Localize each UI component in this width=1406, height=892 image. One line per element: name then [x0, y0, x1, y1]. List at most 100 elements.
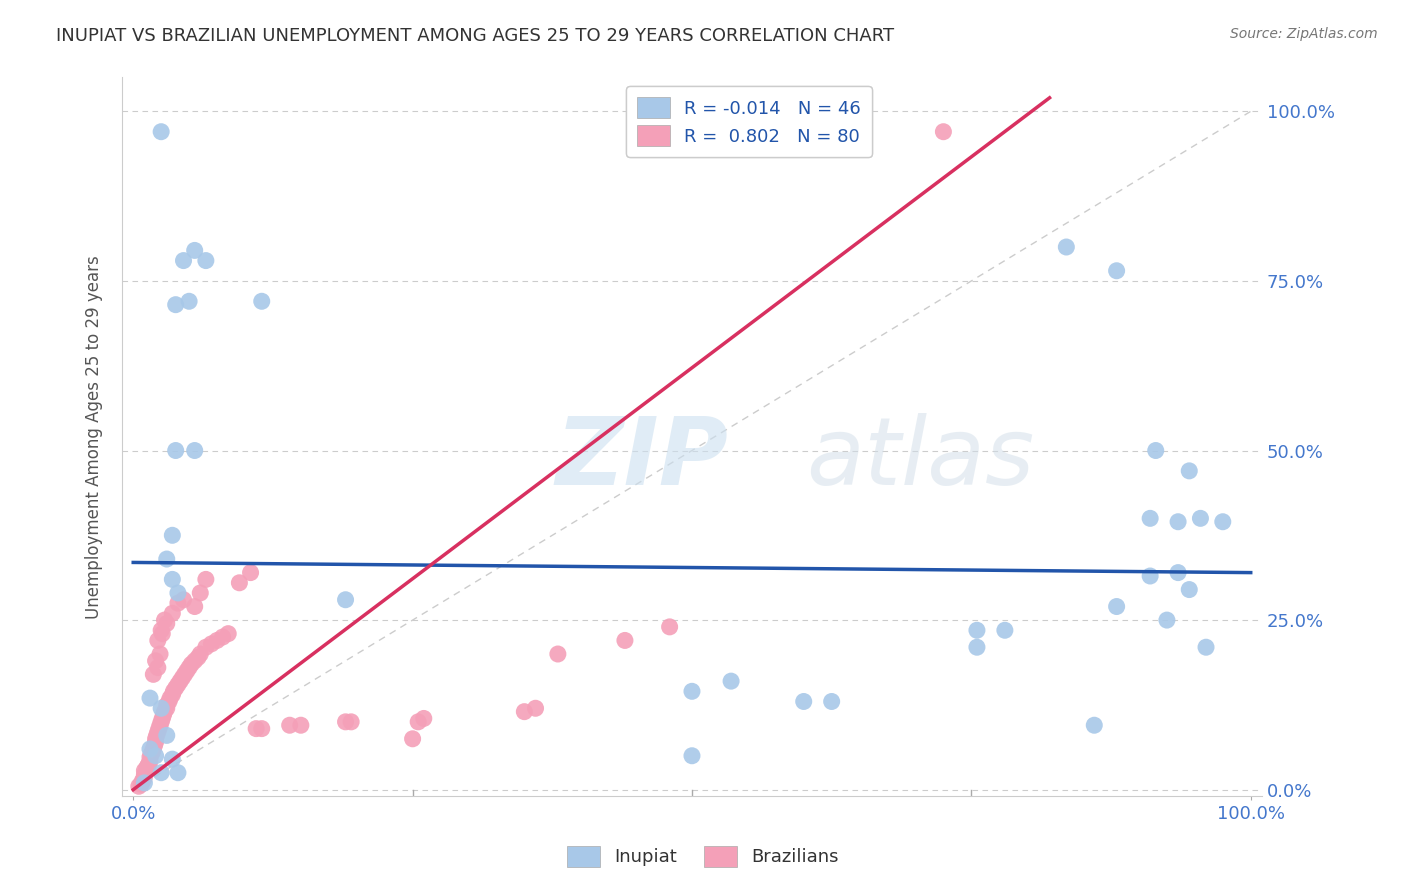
Point	[145, 728, 167, 742]
Point	[146, 633, 169, 648]
Point	[211, 630, 233, 644]
Point	[1105, 264, 1128, 278]
Point	[152, 708, 174, 723]
Point	[139, 747, 162, 762]
Point	[1167, 566, 1189, 580]
Point	[150, 701, 173, 715]
Point	[146, 660, 169, 674]
Point	[513, 705, 536, 719]
Point	[150, 711, 173, 725]
Point	[156, 616, 179, 631]
Point	[167, 765, 190, 780]
Point	[994, 624, 1017, 638]
Point	[162, 528, 184, 542]
Point	[278, 718, 301, 732]
Point	[180, 657, 202, 672]
Point	[335, 714, 357, 729]
Point	[167, 596, 190, 610]
Point	[173, 667, 195, 681]
Point	[162, 688, 184, 702]
Point	[156, 552, 179, 566]
Point	[136, 759, 159, 773]
Point	[156, 698, 179, 712]
Point	[793, 694, 815, 708]
Point	[188, 647, 211, 661]
Point	[165, 443, 187, 458]
Point	[183, 654, 205, 668]
Point	[169, 674, 191, 689]
Point	[658, 620, 681, 634]
Point	[143, 739, 166, 753]
Point	[966, 640, 988, 655]
Point	[150, 624, 173, 638]
Point	[145, 654, 167, 668]
Point	[821, 694, 844, 708]
Point	[1178, 464, 1201, 478]
Text: INUPIAT VS BRAZILIAN UNEMPLOYMENT AMONG AGES 25 TO 29 YEARS CORRELATION CHART: INUPIAT VS BRAZILIAN UNEMPLOYMENT AMONG …	[56, 27, 894, 45]
Point	[1178, 582, 1201, 597]
Point	[177, 294, 200, 309]
Point	[162, 684, 184, 698]
Point	[1054, 240, 1077, 254]
Point	[159, 691, 181, 706]
Point	[183, 244, 205, 258]
Point	[150, 765, 173, 780]
Point	[335, 592, 357, 607]
Point	[183, 599, 205, 614]
Point	[138, 756, 160, 771]
Point	[966, 624, 988, 638]
Point	[146, 725, 169, 739]
Point	[156, 728, 179, 742]
Point	[194, 253, 217, 268]
Point	[173, 592, 195, 607]
Point	[176, 664, 198, 678]
Point	[149, 718, 172, 732]
Point	[139, 754, 162, 768]
Point	[1139, 569, 1161, 583]
Point	[406, 714, 429, 729]
Text: Source: ZipAtlas.com: Source: ZipAtlas.com	[1230, 27, 1378, 41]
Point	[1189, 511, 1212, 525]
Point	[194, 573, 217, 587]
Point	[150, 125, 173, 139]
Point	[228, 575, 250, 590]
Point	[162, 752, 184, 766]
Point	[162, 607, 184, 621]
Legend: Inupiat, Brazilians: Inupiat, Brazilians	[560, 838, 846, 874]
Point	[245, 722, 267, 736]
Point	[188, 586, 211, 600]
Point	[134, 771, 156, 785]
Point	[165, 298, 187, 312]
Point	[129, 777, 152, 791]
Point	[135, 761, 157, 775]
Point	[1144, 443, 1167, 458]
Point	[183, 443, 205, 458]
Legend: R = -0.014   N = 46, R =  0.802   N = 80: R = -0.014 N = 46, R = 0.802 N = 80	[626, 87, 872, 157]
Point	[128, 779, 150, 793]
Point	[1212, 515, 1234, 529]
Point	[194, 640, 217, 655]
Point	[153, 705, 176, 719]
Y-axis label: Unemployment Among Ages 25 to 29 years: Unemployment Among Ages 25 to 29 years	[86, 255, 103, 619]
Point	[412, 711, 434, 725]
Point	[250, 294, 273, 309]
Point	[139, 691, 162, 706]
Point	[157, 694, 180, 708]
Point	[132, 772, 155, 787]
Point	[139, 750, 162, 764]
Point	[153, 613, 176, 627]
Point	[134, 776, 156, 790]
Point	[145, 748, 167, 763]
Point	[150, 626, 173, 640]
Point	[205, 633, 228, 648]
Point	[932, 125, 955, 139]
Point	[167, 677, 190, 691]
Point	[142, 742, 165, 756]
Point	[217, 626, 239, 640]
Point	[145, 731, 167, 746]
Point	[162, 573, 184, 587]
Point	[142, 667, 165, 681]
Point	[134, 768, 156, 782]
Point	[156, 701, 179, 715]
Point	[1139, 511, 1161, 525]
